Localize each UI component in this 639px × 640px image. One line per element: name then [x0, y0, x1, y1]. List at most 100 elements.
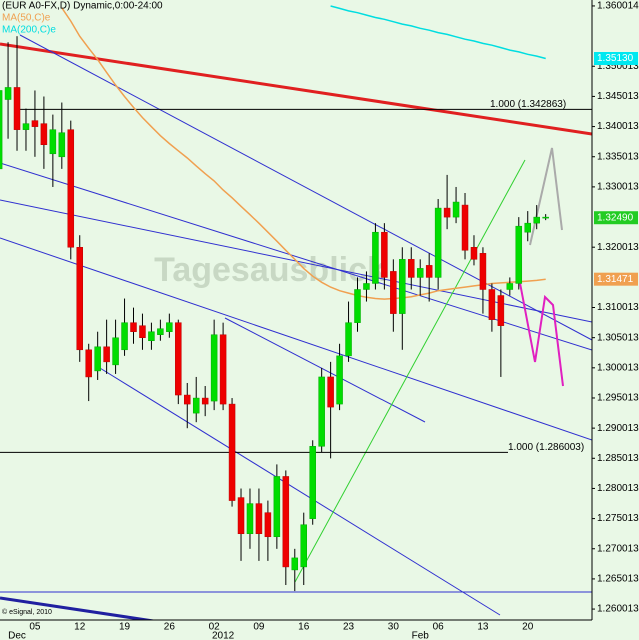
x-tick-label: 30	[388, 622, 400, 633]
candle-body	[219, 334, 227, 405]
price-box	[594, 272, 638, 286]
price-box-label: 1.31471	[597, 274, 634, 285]
projection	[519, 282, 564, 387]
y-tick-label: 1.280013	[597, 483, 639, 494]
price-box	[594, 52, 638, 66]
candle-body	[103, 346, 110, 363]
candle-body	[237, 497, 245, 535]
copyright: © eSignal, 2010	[2, 608, 52, 616]
y-tick-label: 1.290013	[597, 423, 639, 434]
candle-body	[381, 231, 388, 278]
y-tick-label: 1.265013	[597, 574, 639, 585]
candle-body	[336, 355, 343, 405]
candle-body	[309, 446, 316, 519]
candle-body	[85, 349, 92, 378]
candle-body	[479, 253, 487, 290]
candle-body	[461, 204, 469, 251]
y-tick-label: 1.300013	[597, 362, 639, 373]
y-tick-label: 1.310013	[597, 302, 639, 313]
candle-body	[273, 476, 281, 538]
candle-body	[210, 334, 218, 402]
candle-body	[282, 476, 290, 568]
x-sublabel: 2012	[212, 631, 235, 640]
candle-body	[452, 201, 460, 218]
y-tick-label: 1.320013	[597, 242, 639, 253]
y-tick-label: 1.275013	[597, 513, 639, 524]
watermark: Tagesausblick	[154, 251, 386, 289]
x-tick-label: 06	[433, 622, 445, 633]
legend-title: (EUR A0-FX,D) Dynamic,0:00-24:00	[2, 1, 163, 12]
channel-line	[0, 237, 592, 441]
candle-body	[49, 129, 57, 155]
y-tick-label: 1.260013	[597, 604, 639, 615]
trendline	[0, 42, 592, 136]
candle-body	[416, 268, 424, 278]
price-box-label: 1.35130	[597, 53, 634, 64]
candle-body	[390, 271, 397, 314]
candle-body	[443, 207, 451, 218]
y-tick-label: 1.350013	[597, 61, 639, 72]
candle-body	[470, 247, 478, 260]
y-tick-label: 1.335013	[597, 151, 639, 162]
candle-body	[130, 322, 137, 332]
candle-body	[264, 512, 272, 538]
candle-body	[497, 295, 505, 326]
y-tick-label: 1.345013	[597, 91, 639, 102]
x-tick-label: 23	[343, 622, 355, 633]
candle-body	[192, 397, 200, 414]
trendline	[294, 159, 526, 583]
candle-body	[399, 259, 406, 314]
candle-body	[22, 123, 30, 130]
candle-body	[121, 322, 128, 351]
candle-body	[94, 346, 101, 372]
candle-body	[76, 247, 83, 351]
candle-body	[0, 90, 3, 170]
level-label: 1.000 (1.286003)	[508, 442, 584, 453]
x-sublabel: Dec	[8, 631, 26, 640]
candle-body	[524, 222, 531, 233]
y-tick-label: 1.330013	[597, 182, 639, 193]
candle-body	[515, 225, 523, 284]
candle-body	[425, 265, 433, 278]
candle-body	[112, 337, 119, 366]
candle-body	[372, 231, 379, 284]
candle-body	[201, 397, 209, 405]
candle-body	[148, 331, 155, 342]
candle-body	[255, 503, 263, 535]
candle-body	[166, 322, 173, 332]
candle-body	[246, 503, 254, 535]
candle-body	[363, 283, 370, 290]
candle-body	[506, 283, 514, 290]
y-tick-label: 1.340013	[597, 121, 639, 132]
candle-body	[291, 557, 299, 571]
candle-body	[31, 120, 39, 127]
candle-body	[354, 289, 361, 323]
candle-body	[434, 207, 442, 278]
moving-average	[330, 5, 546, 60]
candle-body	[58, 132, 66, 158]
candle-body	[345, 322, 352, 357]
projection	[529, 147, 563, 246]
y-tick-label: 1.295013	[597, 393, 639, 404]
price-box	[594, 211, 638, 225]
x-tick-label: 02	[209, 622, 221, 633]
candle-body	[139, 325, 146, 338]
x-tick-label: 12	[74, 622, 86, 633]
candle-body	[408, 259, 415, 278]
x-sublabel: Feb	[412, 631, 430, 640]
legend-entry: MA(50,C)e	[2, 13, 51, 24]
x-tick-label: 13	[477, 622, 489, 633]
legend-entry: MA(200,C)e	[2, 25, 56, 36]
level-label: 1.000 (1.342863)	[490, 99, 566, 110]
x-tick-label: 26	[164, 622, 176, 633]
candle-body	[533, 216, 540, 224]
plot: 1.000 (1.342863) 1.000 (1.286003)	[0, 5, 592, 592]
y-tick-label: 1.305013	[597, 332, 639, 343]
candle-body	[228, 403, 236, 501]
channel-line	[94, 364, 501, 616]
y-tick-label: 1.285013	[597, 453, 639, 464]
x-tick-label: 05	[29, 622, 41, 633]
x-tick-label: 16	[298, 622, 310, 633]
y-tick-label: 1.270013	[597, 543, 639, 554]
